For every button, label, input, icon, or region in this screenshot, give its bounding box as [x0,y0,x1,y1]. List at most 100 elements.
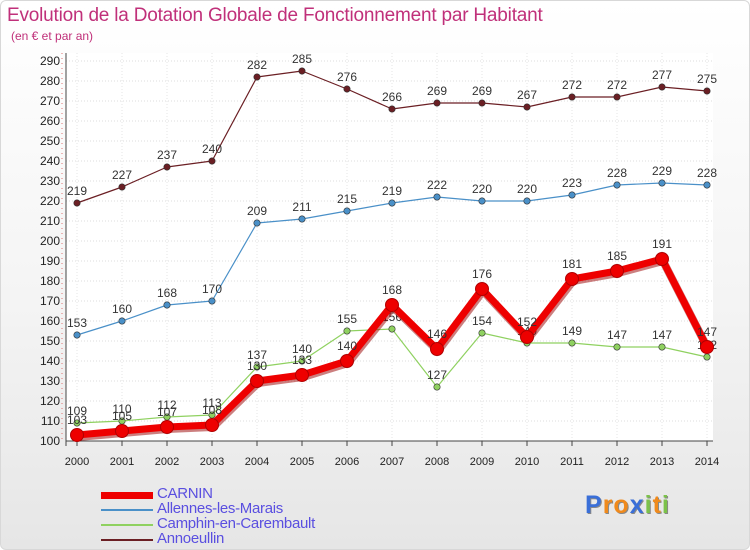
data-label: 275 [697,72,717,86]
data-point [385,298,399,312]
data-label: 107 [157,405,177,419]
data-label: 266 [382,90,402,104]
data-point [295,368,309,382]
data-point [73,419,81,427]
data-point [253,363,261,371]
plot-background [66,53,713,441]
data-label: 112 [157,398,176,412]
data-label: 277 [652,68,672,82]
data-point [298,357,306,365]
x-tick-label: 2003 [200,456,224,468]
data-label: 168 [157,286,177,300]
data-point [565,272,579,286]
x-tick-label: 2010 [515,456,539,468]
data-point [163,301,171,309]
legend-label: Allennes-les-Marais [157,500,284,517]
y-tick-label: 250 [40,134,60,148]
data-point [163,163,171,171]
x-tick-label: 2001 [110,456,134,468]
data-point [70,428,84,442]
data-point [73,199,81,207]
data-point [118,317,126,325]
y-tick-label: 170 [40,294,60,308]
data-point [568,93,576,101]
data-point [433,383,441,391]
data-label: 219 [67,184,87,198]
data-point [430,342,444,356]
x-tick-label: 2000 [65,456,89,468]
data-label: 269 [427,84,447,98]
data-point [160,420,174,434]
y-tick-label: 280 [40,74,60,88]
data-label: 113 [202,396,221,410]
data-point [253,219,261,227]
legend-label: Camphin-en-Carembault [157,515,315,532]
data-point [118,183,126,191]
data-point [478,329,486,337]
data-label: 240 [202,142,222,156]
data-label: 133 [292,353,312,367]
data-label: 137 [247,348,267,362]
data-label: 276 [337,70,357,84]
y-tick-label: 140 [40,354,60,368]
legend-swatch [101,524,153,526]
data-point [703,353,711,361]
logo-letter: i [661,491,670,519]
data-label: 168 [382,283,402,297]
data-label: 215 [337,192,357,206]
data-label: 227 [112,168,132,182]
y-tick-label: 240 [40,154,60,168]
data-point [208,157,216,165]
data-label: 154 [472,314,492,328]
data-point [700,340,714,354]
data-point [613,93,621,101]
data-label: 170 [202,282,222,296]
data-point [568,339,576,347]
data-point [658,343,666,351]
data-point [703,181,711,189]
chart-title: Evolution de la Dotation Globale de Fonc… [7,5,543,26]
data-label: 211 [292,200,311,214]
chart-subtitle: (en € et par an) [11,29,94,43]
data-point [388,325,396,333]
data-point [658,83,666,91]
data-point [655,252,669,266]
y-tick-label: 270 [40,94,60,108]
x-tick-label: 2014 [695,456,719,468]
data-point [115,424,129,438]
data-point [205,418,219,432]
data-point [343,207,351,215]
data-label: 127 [427,368,447,382]
y-tick-label: 130 [40,374,60,388]
data-point [388,199,396,207]
x-tick-label: 2013 [650,456,674,468]
data-label: 285 [292,52,312,66]
data-point [520,330,534,344]
data-label: 140 [337,339,357,353]
y-tick-label: 160 [40,314,60,328]
data-label: 272 [562,78,582,92]
data-label: 108 [202,403,222,417]
data-label: 229 [652,164,672,178]
data-label: 146 [427,327,447,341]
x-tick-label: 2004 [245,456,269,468]
x-tick-label: 2012 [605,456,629,468]
data-label: 228 [697,166,717,180]
data-point [478,197,486,205]
legend-swatch [101,509,153,511]
data-label: 176 [472,267,492,281]
data-label: 147 [652,328,672,342]
data-point [343,85,351,93]
data-label: 181 [562,257,582,271]
data-label: 149 [562,324,582,338]
data-label: 228 [607,166,627,180]
data-label: 155 [337,312,357,326]
proxiti-logo: Proxiti [585,491,670,520]
data-label: 160 [112,302,132,316]
data-point [388,105,396,113]
data-label: 103 [67,413,87,427]
data-point [433,99,441,107]
legend-label: CARNIN [157,485,213,502]
logo-letter: t [652,491,662,519]
